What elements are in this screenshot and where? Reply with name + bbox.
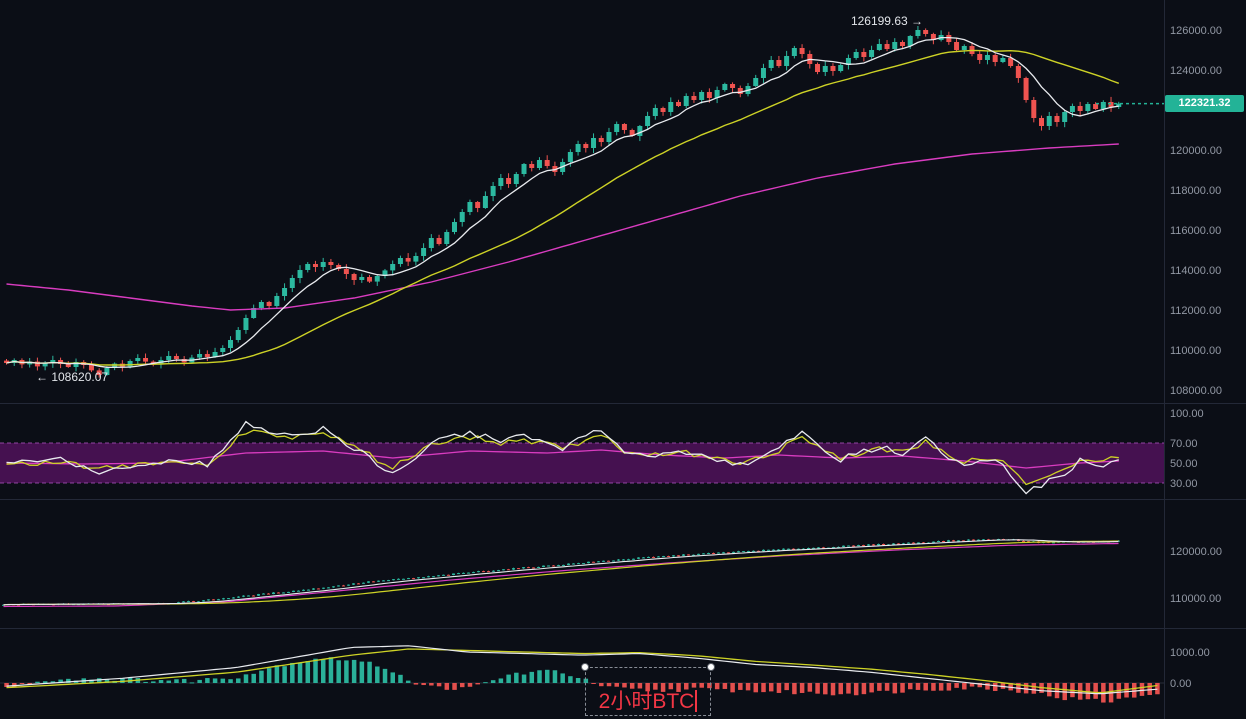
macd-histogram: [4, 657, 1160, 703]
axis-label: 30.00: [1170, 478, 1198, 490]
axis-label: 118000.00: [1170, 185, 1221, 197]
rsi-band: [0, 442, 1164, 484]
main-moving-averages: [6, 36, 1120, 368]
axis-label: 124000.00: [1170, 65, 1222, 77]
annotation-text[interactable]: 2小时BTC: [598, 689, 695, 713]
axis-label: 110000.00: [1170, 593, 1221, 605]
axis-label: 126000.00: [1170, 25, 1222, 37]
axis-label: 110000.00: [1170, 345, 1221, 357]
axis-label: 120000.00: [1170, 145, 1222, 157]
macd-lines: [6, 645, 1158, 695]
main-candles[interactable]: [4, 26, 1122, 378]
chart-text-annotation[interactable]: 2小时BTC: [581, 663, 715, 716]
last-price-tag: 122321.32: [1165, 95, 1244, 112]
axis-label: 50.00: [1170, 458, 1198, 470]
axis-label: 120000.00: [1170, 546, 1222, 558]
mini-moving-averages: [3, 539, 1119, 608]
axis-label: 112000.00: [1170, 305, 1221, 317]
axis-label: 116000.00: [1170, 225, 1221, 237]
rsi-lines: [6, 420, 1119, 495]
axis-label: 1000.00: [1170, 647, 1210, 659]
price-axis[interactable]: 126000.00 124000.00 120000.00 118000.00 1160…: [1170, 25, 1222, 690]
axis-label: 108000.00: [1170, 385, 1222, 397]
annotation-handle-right[interactable]: [707, 663, 715, 671]
axis-label: 70.00: [1170, 438, 1198, 450]
axis-label: 114000.00: [1170, 265, 1221, 277]
mini-candles[interactable]: [2, 538, 1120, 606]
axis-label: 100.00: [1170, 408, 1204, 420]
text-caret: [695, 690, 698, 712]
high-price-annotation: 126199.63 →: [850, 14, 923, 28]
axis-label: 0.00: [1170, 678, 1191, 690]
annotation-handle-left[interactable]: [581, 663, 589, 671]
low-price-annotation: ← 108620.07: [36, 370, 109, 384]
